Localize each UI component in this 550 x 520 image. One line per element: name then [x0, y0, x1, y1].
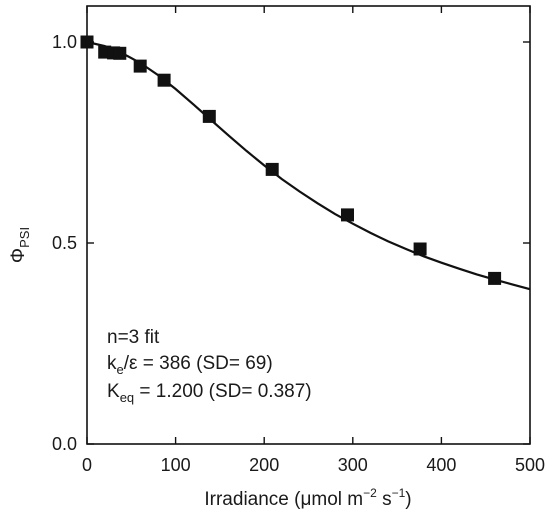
y-axis-label: ΦPSI [8, 227, 32, 263]
data-point [413, 242, 427, 256]
annotation-ke-epsilon: ke/ε = 386 (SD= 69) [107, 353, 273, 377]
data-point [80, 35, 94, 49]
y-tick-label: 0.0 [52, 434, 77, 454]
data-point [157, 73, 171, 87]
annotation-fit-label: n=3 fit [107, 327, 160, 348]
data-point [341, 208, 354, 222]
plot-frame [86, 5, 531, 445]
data-point [265, 162, 279, 176]
data-point [488, 271, 502, 285]
annotation-keq: Keq = 1.200 (SD= 0.387) [107, 381, 312, 405]
x-tick-label: 200 [249, 455, 279, 475]
x-axis-ticks: 0 100 200 300 400 500 [82, 6, 545, 475]
fit-curve [86, 40, 531, 291]
data-point [113, 46, 127, 60]
x-axis-label: Irradiance (μmol m−2 s−1) [204, 486, 411, 510]
y-tick-label: 0.5 [52, 233, 77, 253]
data-point [133, 59, 147, 73]
y-tick-label: 1.0 [52, 32, 77, 52]
fit-curve-layer [86, 40, 531, 291]
x-tick-label: 300 [338, 455, 368, 475]
x-tick-label: 100 [161, 455, 191, 475]
data-points [80, 35, 502, 285]
data-point [202, 109, 216, 123]
x-tick-label: 0 [82, 455, 92, 475]
x-tick-label: 400 [426, 455, 456, 475]
y-axis-ticks: 0.0 0.5 1.0 [52, 32, 530, 454]
x-tick-label: 500 [515, 455, 545, 475]
